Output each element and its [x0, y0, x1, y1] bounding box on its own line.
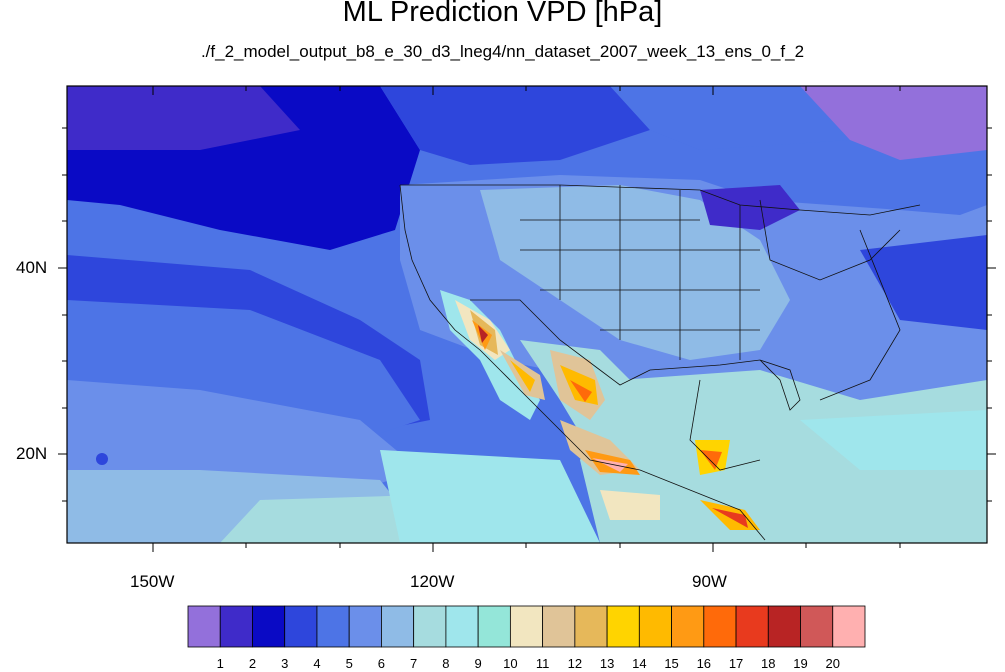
colorbar-swatch [284, 605, 318, 648]
colorbar-swatch [348, 605, 382, 648]
colorbar-swatch [832, 605, 866, 648]
colorbar-swatch [574, 605, 608, 648]
coastlines [399, 184, 921, 541]
colorbar-label: 5 [345, 656, 353, 671]
colorbar-label: 11 [535, 656, 550, 671]
colorbar-label: 10 [503, 656, 518, 671]
map-subtitle: ./f_2_model_output_b8_e_30_d3_lneg4/nn_d… [200, 42, 805, 61]
colorbar-swatch [606, 605, 640, 648]
colorbar-swatch [219, 605, 253, 648]
colorbar-swatch [316, 605, 350, 648]
map-title: ML Prediction VPD [hPa] [342, 0, 663, 28]
colorbar [187, 605, 866, 648]
colorbar-label: 3 [281, 656, 289, 671]
colorbar-label: 16 [696, 656, 712, 671]
colorbar-swatch [703, 605, 737, 648]
lon-label-120w: 120W [410, 572, 455, 591]
lon-label-150w: 150W [130, 572, 175, 591]
colorbar-label: 4 [313, 656, 321, 671]
colorbar-label: 15 [664, 656, 679, 671]
colorbar-label: 8 [442, 656, 450, 671]
colorbar-swatch [542, 605, 576, 648]
colorbar-swatch [252, 605, 286, 648]
colorbar-label: 7 [410, 656, 418, 671]
colorbar-label: 1 [216, 656, 224, 671]
colorbar-label: 13 [599, 656, 615, 671]
lat-ticks [58, 127, 996, 502]
colorbar-swatch [800, 605, 834, 648]
colorbar-swatch [413, 605, 447, 648]
colorbar-swatch [671, 605, 705, 648]
colorbar-label: 14 [632, 656, 647, 671]
lon-ticks [152, 86, 901, 552]
colorbar-swatch [381, 605, 415, 648]
colorbar-label: 19 [793, 656, 808, 671]
colorbar-swatch [509, 605, 544, 648]
colorbar-swatch [477, 605, 511, 648]
colorbar-swatch [735, 605, 769, 648]
colorbar-label: 9 [474, 656, 482, 671]
colorbar-label: 6 [377, 656, 386, 671]
colorbar-swatch [767, 605, 801, 648]
lat-label-40n: 40N [16, 258, 48, 277]
colorbar-swatch [445, 605, 479, 648]
colorbar-label: 17 [728, 656, 744, 671]
colorbar-label: 18 [761, 656, 776, 671]
vpd-field [67, 86, 987, 543]
colorbar-label: 20 [825, 656, 840, 671]
lat-label-20n: 20N [16, 444, 48, 463]
colorbar-swatch [187, 605, 221, 648]
colorbar-swatch [638, 605, 672, 648]
colorbar-label: 2 [248, 656, 257, 671]
lon-label-90w: 90W [692, 572, 727, 591]
colorbar-label: 12 [567, 656, 583, 671]
